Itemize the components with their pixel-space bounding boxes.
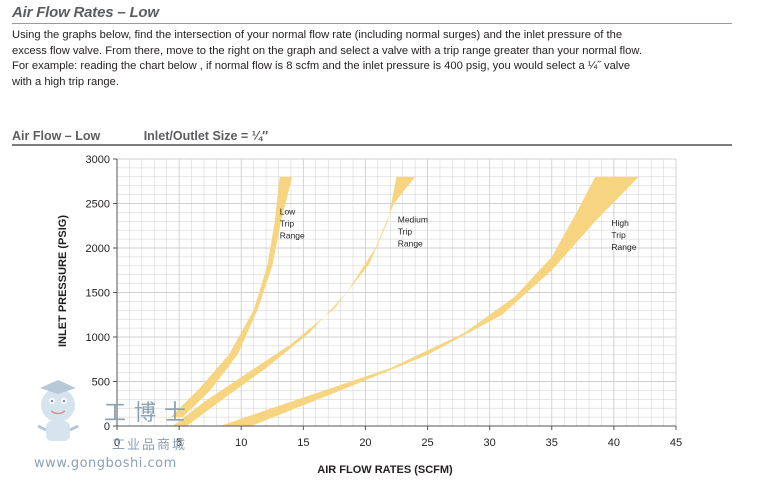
trip-range-bands xyxy=(170,176,639,426)
band-label-3-line-1: High xyxy=(611,218,629,228)
watermark-brand: 工博士 xyxy=(104,401,195,426)
y-tick-label: 2000 xyxy=(86,243,110,255)
x-tick-label: 5 xyxy=(176,437,182,449)
subheader-divider xyxy=(12,144,732,146)
x-tick-label: 30 xyxy=(484,437,496,449)
band-label-3-line-2: Trip xyxy=(611,230,626,240)
watermark-mascot-icon xyxy=(37,380,79,441)
band-labels: Low Trip Range Medium Trip Range High Trip Range xyxy=(280,207,637,253)
x-tick-label: 35 xyxy=(546,437,558,449)
y-tick-label: 1000 xyxy=(86,332,110,344)
watermark-subtitle: 工业品商城 xyxy=(112,438,188,453)
intro-line-4: with a high trip range. xyxy=(12,75,119,88)
band-label-2-line-1: Medium xyxy=(398,215,428,225)
x-tick-label: 10 xyxy=(235,437,247,449)
air-flow-chart: 0 500 1000 1500 2000 2500 3000 0 5 10 15 20 25 30 35 40… xyxy=(37,154,683,476)
y-axis-title: INLET PRESSURE (PSIG) xyxy=(57,215,69,347)
band-label-2-line-2: Trip xyxy=(398,227,413,237)
band-label-2-line-3: Range xyxy=(398,239,423,249)
chart-subheader: Air Flow – Low Inlet/Outlet Size = ¼″ xyxy=(12,129,268,143)
x-tick-label: 0 xyxy=(114,437,120,449)
x-tick-label: 15 xyxy=(297,437,309,449)
x-tick-label: 45 xyxy=(670,437,682,449)
x-axis-title: AIR FLOW RATES (SCFM) xyxy=(317,464,453,476)
band-label-1-line-2: Trip xyxy=(280,219,295,229)
band-label-1-line-3: Range xyxy=(280,231,305,241)
band-label-1-line-1: Low xyxy=(280,207,296,217)
x-tick-label: 20 xyxy=(359,437,371,449)
y-tick-label: 500 xyxy=(92,377,110,389)
watermark-url: www.gongboshi.com xyxy=(34,456,177,471)
band-label-3-line-3: Range xyxy=(611,242,636,252)
x-tick-label: 40 xyxy=(608,437,620,449)
intro-paragraph: Using the graphs below, find the interse… xyxy=(12,28,742,90)
trip-band-1 xyxy=(170,176,293,418)
trip-band-3 xyxy=(220,176,639,426)
y-tick-label: 0 xyxy=(104,421,110,433)
intro-line-3: For example: reading the chart below , i… xyxy=(12,60,631,73)
subheader-size: Inlet/Outlet Size = ¼″ xyxy=(143,129,269,143)
axes: 0 500 1000 1500 2000 2500 3000 0 5 10 15 20 25 30 35 40… xyxy=(86,154,683,449)
title-divider xyxy=(12,23,732,24)
y-tick-label: 1500 xyxy=(86,288,110,300)
subheader-label: Air Flow – Low xyxy=(12,129,101,143)
section-title: Air Flow Rates – Low xyxy=(12,4,159,21)
intro-line-1: Using the graphs below, find the interse… xyxy=(12,29,623,41)
intro-line-2: excess flow valve. From there, move to t… xyxy=(12,44,642,57)
y-tick-label: 3000 xyxy=(86,154,110,166)
y-tick-label: 2500 xyxy=(86,199,110,211)
x-tick-label: 25 xyxy=(421,437,433,449)
